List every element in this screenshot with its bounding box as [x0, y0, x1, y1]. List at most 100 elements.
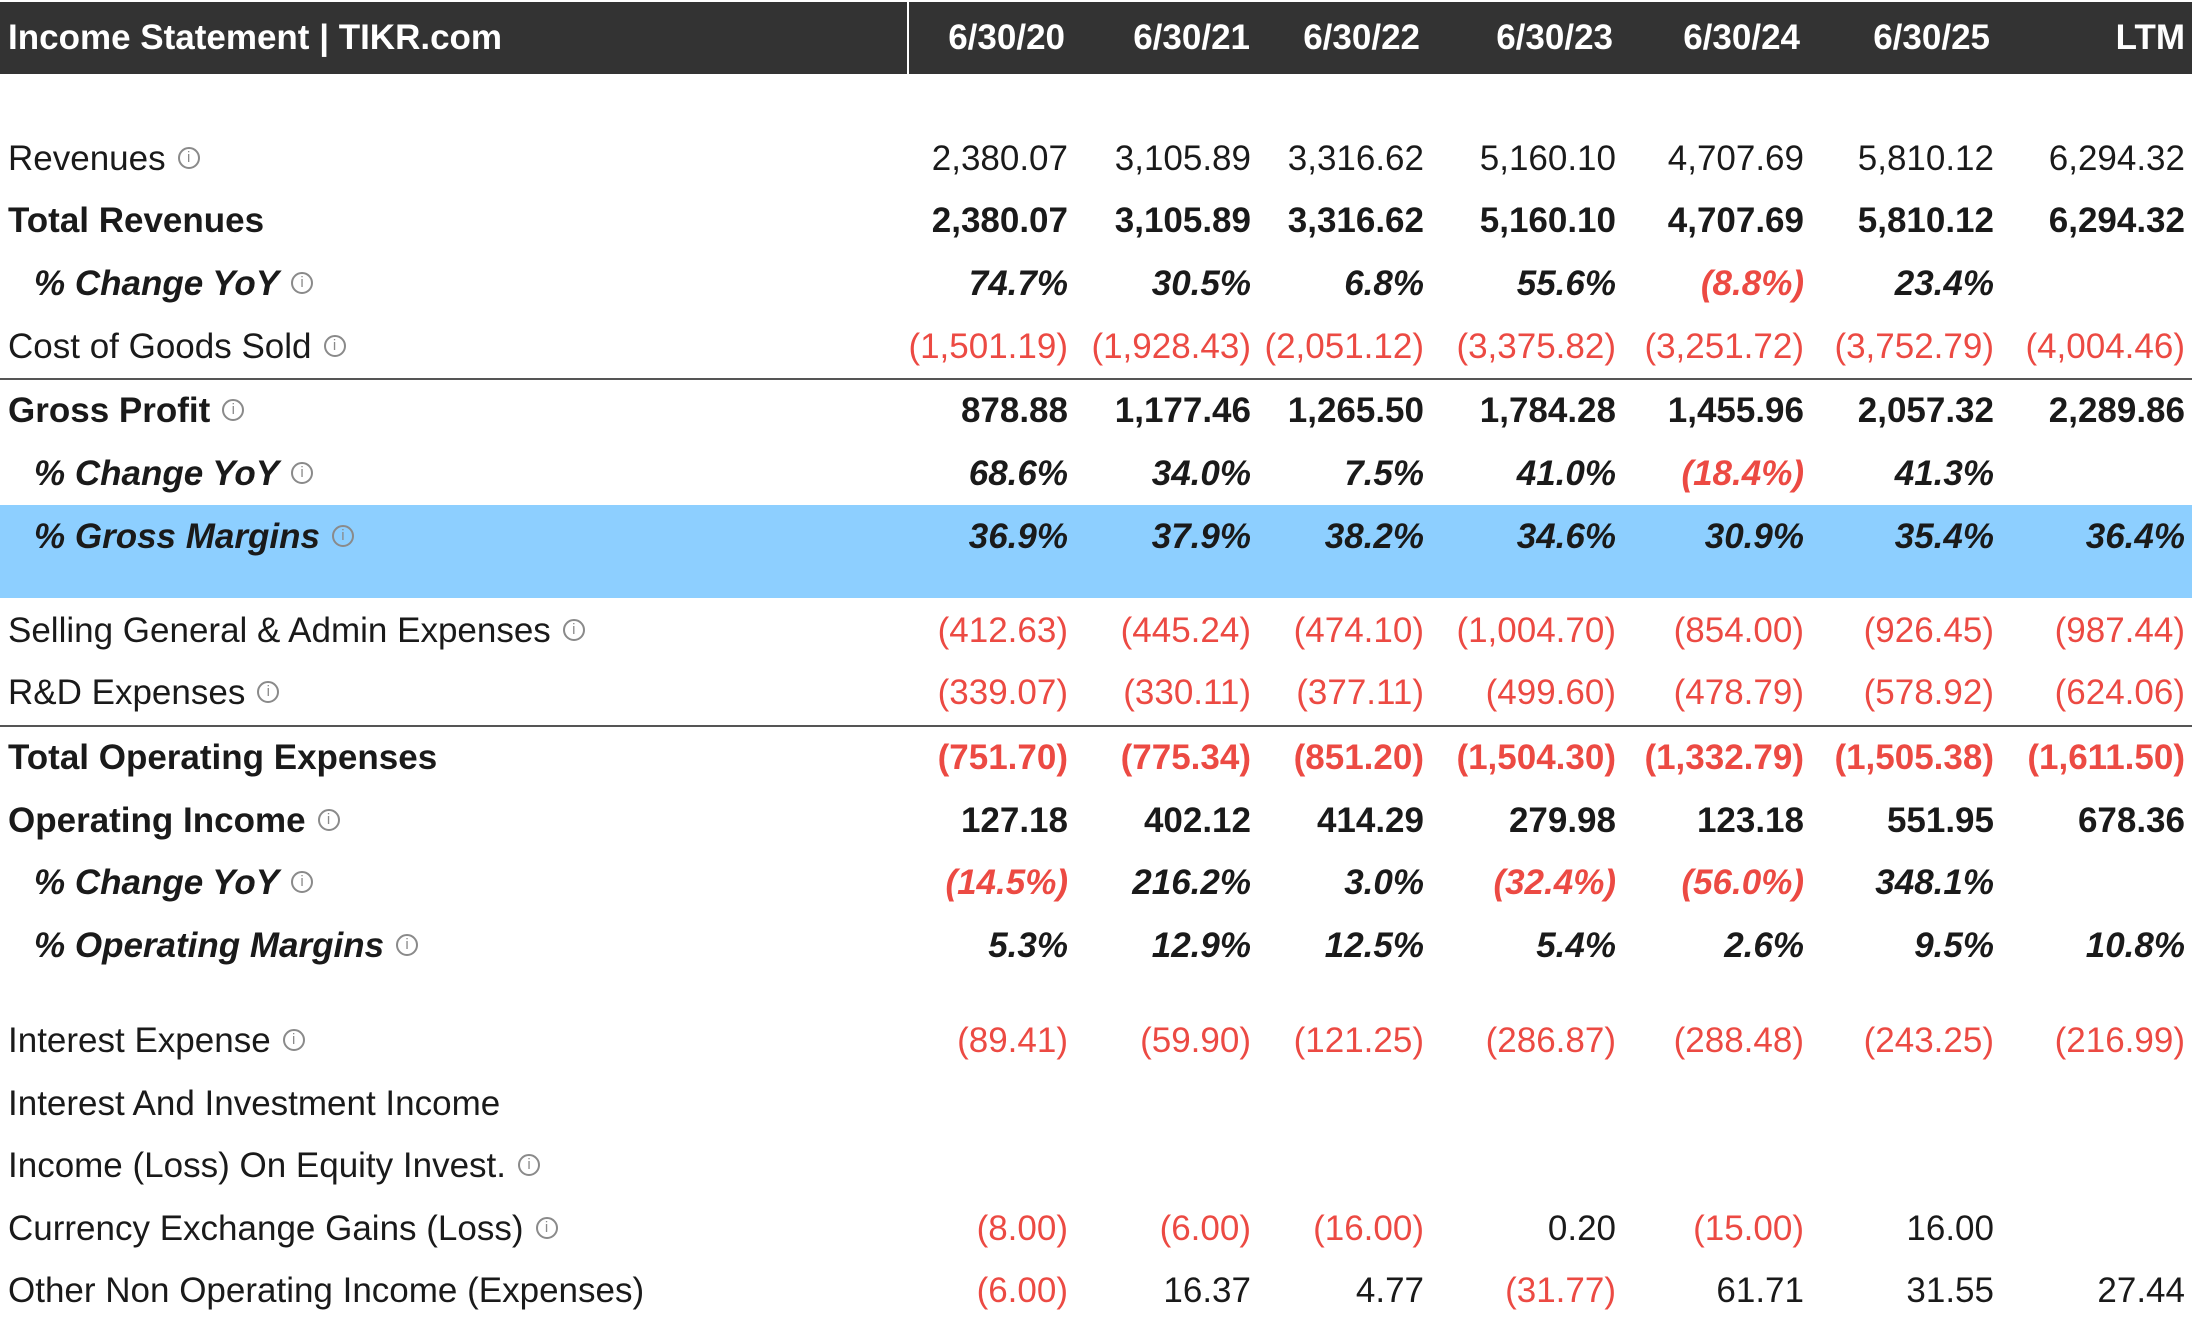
- row-label-text: Selling General & Admin Expenses: [8, 611, 551, 650]
- value-cell: 127.18: [960, 801, 1068, 840]
- value-cell: 6,294.32: [2048, 201, 2185, 240]
- value-cell: 5.3%: [988, 926, 1068, 965]
- value-cell: (18.4%): [1681, 454, 1804, 493]
- table-row[interactable]: % Gross Margins i 36.9% 37.9% 38.2% 34.6% 30.9…: [0, 505, 2192, 598]
- table-row[interactable]: Revenues i 2,380.07 3,105.89 3,316.62 5,160.1…: [0, 128, 2192, 190]
- table-row[interactable]: R&D Expenses i (339.07) (330.11) (377.11) (49…: [0, 662, 2192, 724]
- table-header: Income Statement | TIKR.com 6/30/20 6/30…: [0, 2, 2192, 74]
- value-cell: 402.12: [1143, 801, 1251, 840]
- value-cell: (15.00): [1693, 1209, 1804, 1248]
- value-cell: (624.06): [2054, 673, 2185, 712]
- column-header[interactable]: 6/30/23: [1496, 18, 1613, 57]
- column-header[interactable]: 6/30/21: [1133, 18, 1250, 57]
- value-cell: (775.34): [1120, 738, 1251, 777]
- value-cell: 34.0%: [1151, 454, 1251, 493]
- table-row[interactable]: Total Operating Expenses (751.70) (775.34)…: [0, 727, 2192, 789]
- info-icon[interactable]: i: [177, 146, 200, 169]
- table-row[interactable]: % Change YoY i (14.5%) 216.2% 3.0% (32.4%) (56…: [0, 852, 2192, 914]
- value-cell: (1,004.70): [1456, 611, 1616, 650]
- info-icon[interactable]: i: [562, 618, 585, 641]
- table-row[interactable]: Other Non Operating Income (Expenses) (6.…: [0, 1260, 2192, 1322]
- table-row[interactable]: Gross Profit i 878.88 1,177.46 1,265.50 1,784…: [0, 380, 2192, 442]
- info-icon[interactable]: i: [291, 870, 314, 893]
- column-header[interactable]: 6/30/22: [1303, 18, 1420, 57]
- value-cell: [1885, 443, 2185, 505]
- value-cell: (987.44): [2054, 611, 2185, 650]
- value-cell: 3,105.89: [1114, 139, 1251, 178]
- value-cell: 5.4%: [1536, 926, 1616, 965]
- value-cell: (478.79): [1673, 673, 1804, 712]
- row-label-text: % Change YoY: [34, 264, 280, 303]
- value-cell: 61.71: [1716, 1271, 1804, 1310]
- info-icon[interactable]: i: [535, 1216, 558, 1239]
- info-icon[interactable]: i: [257, 680, 280, 703]
- value-cell: (89.41): [957, 1021, 1068, 1060]
- row-label-text: Income (Loss) On Equity Invest.: [8, 1146, 506, 1185]
- value-cell: [1885, 852, 2185, 914]
- row-label-text: Interest And Investment Income: [8, 1084, 501, 1123]
- info-icon[interactable]: i: [291, 461, 314, 484]
- value-cell: 38.2%: [1324, 517, 1424, 556]
- row-label: R&D Expenses i: [8, 662, 280, 724]
- table-row[interactable]: % Change YoY i 68.6% 34.0% 7.5% 41.0% (18.4%) 4…: [0, 443, 2192, 505]
- value-cell: 7.5%: [1344, 454, 1424, 493]
- row-label: Selling General & Admin Expenses i: [8, 600, 585, 662]
- column-header[interactable]: 6/30/25: [1873, 18, 1990, 57]
- info-icon[interactable]: i: [331, 524, 354, 547]
- info-icon[interactable]: i: [517, 1153, 540, 1176]
- value-cell: (1,332.79): [1644, 738, 1804, 777]
- value-cell: 27.44: [2097, 1271, 2185, 1310]
- value-cell: 10.8%: [2085, 926, 2185, 965]
- table-row[interactable]: Selling General & Admin Expenses i (412.63…: [0, 600, 2192, 662]
- value-cell: (926.45): [1863, 611, 1994, 650]
- value-cell: 216.2%: [1132, 863, 1251, 902]
- row-label: % Change YoY i: [34, 253, 314, 315]
- value-cell: 4,707.69: [1667, 201, 1804, 240]
- table-row[interactable]: Interest Expense i (89.41) (59.90) (121.25) (…: [0, 1010, 2192, 1072]
- value-cell: (8.00): [976, 1209, 1068, 1248]
- table-row[interactable]: Income (Loss) On Equity Invest. i: [0, 1135, 2192, 1197]
- value-cell: (121.25): [1293, 1021, 1424, 1060]
- row-label-text: % Change YoY: [34, 454, 280, 493]
- column-header[interactable]: 6/30/20: [948, 18, 1065, 57]
- column-header[interactable]: 6/30/24: [1683, 18, 1800, 57]
- value-cell: 36.9%: [968, 517, 1068, 556]
- value-cell: 6.8%: [1344, 264, 1424, 303]
- info-icon[interactable]: i: [291, 271, 314, 294]
- value-cell: (474.10): [1293, 611, 1424, 650]
- info-icon[interactable]: i: [396, 933, 419, 956]
- info-icon[interactable]: i: [282, 1028, 305, 1051]
- row-label-text: Total Operating Expenses: [8, 738, 438, 777]
- value-cell: 3.0%: [1344, 863, 1424, 902]
- table-row[interactable]: Currency Exchange Gains (Loss) i (8.00) (6.…: [0, 1198, 2192, 1260]
- value-cell: 30.5%: [1151, 264, 1251, 303]
- value-cell: 31.55: [1906, 1271, 1994, 1310]
- table-row[interactable]: Cost of Goods Sold i (1,501.19) (1,928.43) (…: [0, 316, 2192, 378]
- info-icon[interactable]: i: [323, 334, 346, 357]
- value-cell: (6.00): [976, 1271, 1068, 1310]
- value-cell: (31.77): [1505, 1271, 1616, 1310]
- row-label: % Gross Margins i: [34, 506, 354, 568]
- value-cell: 12.9%: [1151, 926, 1251, 965]
- column-header[interactable]: LTM: [2115, 18, 2185, 57]
- table-row[interactable]: % Operating Margins i 5.3% 12.9% 12.5% 5.4% 2.…: [0, 915, 2192, 977]
- value-cell: 74.7%: [968, 264, 1068, 303]
- value-cell: 6,294.32: [2048, 139, 2185, 178]
- value-cell: 9.5%: [1914, 926, 1994, 965]
- row-label-text: Gross Profit: [8, 391, 211, 430]
- info-icon[interactable]: i: [317, 808, 340, 831]
- row-label: Other Non Operating Income (Expenses): [8, 1260, 644, 1322]
- value-cell: (412.63): [937, 611, 1068, 650]
- table-title: Income Statement | TIKR.com: [8, 18, 503, 57]
- value-cell: 16.00: [1906, 1209, 1994, 1248]
- table-row[interactable]: % Change YoY i 74.7% 30.5% 6.8% 55.6% (8.8%) 23…: [0, 253, 2192, 315]
- table-row[interactable]: Total Revenues 2,380.07 3,105.89 3,316.62 5,…: [0, 190, 2192, 252]
- value-cell: (243.25): [1863, 1021, 1994, 1060]
- value-cell: (3,752.79): [1834, 327, 1994, 366]
- table-row[interactable]: Operating Income i 127.18 402.12 414.29 279.9…: [0, 790, 2192, 852]
- info-icon[interactable]: i: [222, 398, 245, 421]
- value-cell: (8.8%): [1700, 264, 1804, 303]
- value-cell: 2,380.07: [931, 201, 1068, 240]
- table-row[interactable]: Interest And Investment Income: [0, 1073, 2192, 1135]
- value-cell: 878.88: [960, 391, 1068, 430]
